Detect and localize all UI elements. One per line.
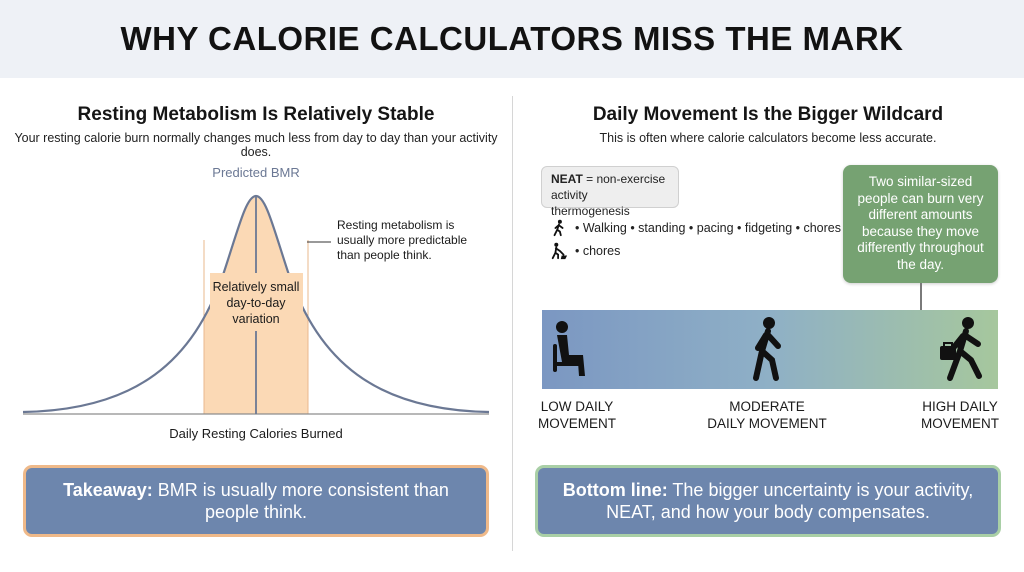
walking-person-icon	[553, 219, 564, 237]
left-heading: Resting Metabolism Is Relatively Stable	[77, 104, 435, 125]
bottom-line-lead: Bottom line:	[562, 480, 668, 500]
callout-pointer-line	[920, 283, 922, 310]
neat-abbr: NEAT	[551, 172, 583, 186]
annotation-line2: usually more predictable	[337, 233, 467, 247]
right-subtitle: This is often where calorie calculators …	[599, 131, 937, 145]
scale-label-low: LOW DAILY MOVEMENT	[537, 399, 616, 431]
activity-chores-text: • chores	[575, 244, 621, 258]
bottom-line-text: The bigger uncertainty is your activity,…	[606, 480, 974, 522]
left-subtitle: Your resting calorie burn normally chang…	[14, 131, 498, 159]
column-divider	[512, 96, 513, 551]
sitting-person-icon	[553, 321, 585, 376]
variation-callout: Two similar-sized people can burn very d…	[843, 165, 998, 283]
movement-gradient-bar	[542, 310, 998, 389]
walking-person-icon	[753, 317, 781, 381]
predicted-bmr-label: Predicted BMR	[212, 165, 299, 180]
bell-curve-diagram: Predicted BMR Relatively small day-to-da…	[22, 165, 490, 441]
annotation-line1: Resting metabolism is	[337, 218, 454, 232]
activity-row: • Walking • standing • pacing • fidgetin…	[549, 219, 841, 237]
band-label-line3: variation	[232, 312, 279, 326]
takeaway-box: Takeaway: BMR is usually more consistent…	[23, 465, 489, 537]
band-label-line1: Relatively small	[213, 280, 300, 294]
scale-label-moderate: MODERATE DAILY MOVEMENT	[707, 399, 827, 431]
bottom-line-box: Bottom line: The bigger uncertainty is y…	[535, 465, 1001, 537]
scale-label-high: HIGH DAILY MOVEMENT	[920, 399, 999, 431]
commuter-with-briefcase-icon	[940, 317, 982, 381]
neat-definition: = non-exercise activity thermogenesis	[551, 172, 666, 218]
takeaway-text: BMR is usually more consistent than peop…	[152, 480, 449, 522]
annotation-line3: than people think.	[337, 248, 432, 262]
activity-row: • chores	[549, 242, 620, 260]
shoveling-person-icon	[551, 242, 568, 260]
right-heading: Daily Movement Is the Bigger Wildcard	[592, 104, 944, 125]
activity-list-text: • Walking • standing • pacing • fidgetin…	[575, 221, 842, 235]
takeaway-lead: Takeaway:	[63, 480, 153, 500]
title-banner: WHY CALORIE CALCULATORS MISS THE MARK	[0, 0, 1024, 78]
neat-definition-badge: NEAT = non-exercise activity thermogenes…	[541, 166, 679, 218]
page-title: WHY CALORIE CALCULATORS MISS THE MARK	[120, 20, 904, 57]
band-label-line2: day-to-day	[226, 296, 286, 310]
x-axis-label: Daily Resting Calories Burned	[169, 426, 342, 441]
